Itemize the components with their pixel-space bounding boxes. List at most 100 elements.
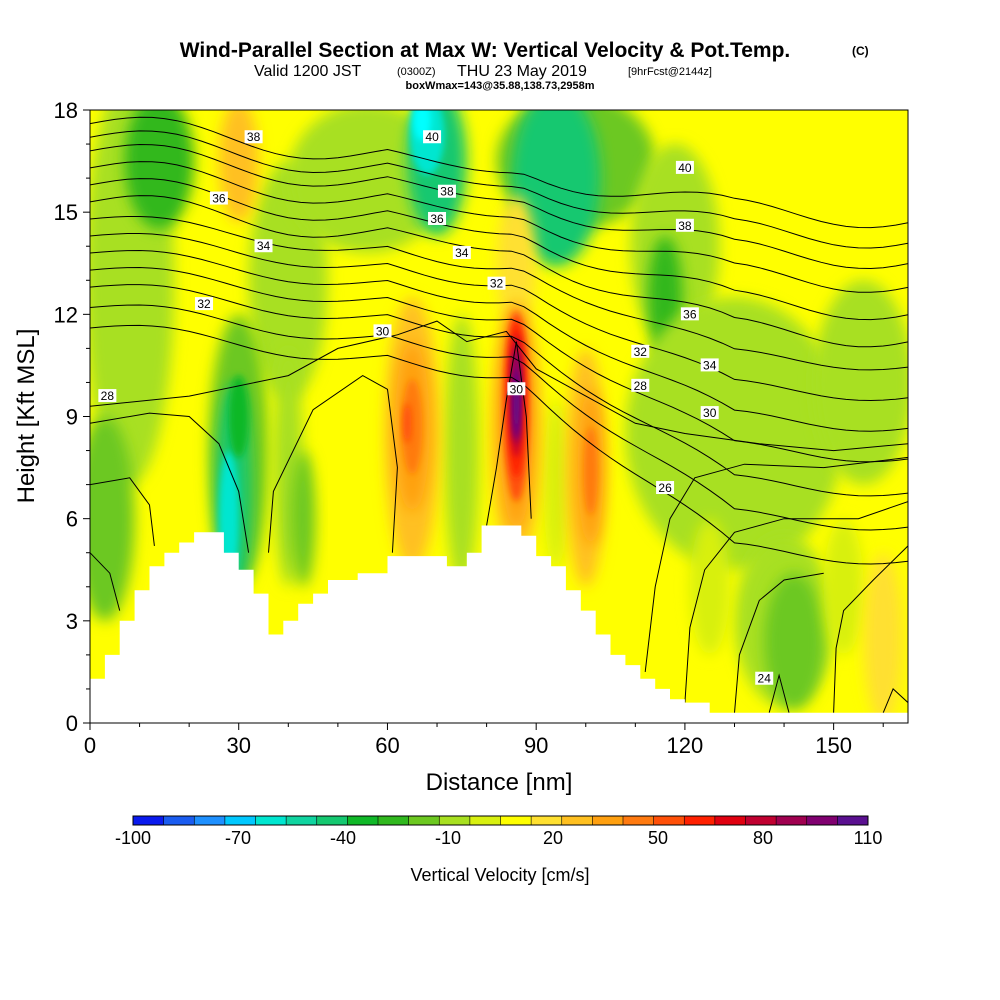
- valid-date: THU 23 May 2019: [457, 63, 587, 80]
- velocity-region: [90, 416, 135, 621]
- contour-label-text: 24: [758, 672, 772, 686]
- colorbar-swatch: [408, 816, 440, 825]
- contour-label-text: 36: [212, 192, 226, 206]
- contour-labels: 38 36 34 32 30 28 40 38 36 34 32 30 40 38 36 34 32 28 30 26…: [98, 130, 774, 686]
- contour-label: 40: [423, 130, 442, 144]
- plot-area: 38 36 34 32 30 28 40 38 36 34 32 30 40 38 36 34 32 28 30 26…: [90, 110, 908, 723]
- colorbar-swatch: [347, 816, 379, 825]
- contour-label: 32: [195, 297, 214, 311]
- colorbar-swatch: [653, 816, 685, 825]
- isentrope: [90, 161, 908, 293]
- isentrope: [486, 341, 532, 526]
- contour-label-text: 26: [658, 481, 672, 495]
- contour-label-text: 38: [678, 219, 692, 233]
- contour-label-text: 34: [257, 239, 271, 253]
- colorbar-title: Vertical Velocity [cm/s]: [410, 865, 589, 885]
- velocity-region: [124, 110, 195, 230]
- x-axis-title: Distance [nm]: [426, 769, 573, 796]
- colorbar-tick-label: -100: [115, 828, 151, 848]
- y-tick-label: 15: [54, 200, 78, 225]
- isentrope: [734, 572, 824, 713]
- colorbar-tick-label: -70: [225, 828, 251, 848]
- velocity-region: [444, 314, 480, 587]
- colorbar-tick-label: 20: [543, 828, 563, 848]
- contour-label: 28: [98, 389, 117, 403]
- x-tick-label: 0: [84, 733, 96, 758]
- colorbar-swatch: [439, 816, 471, 825]
- x-tick-label: 30: [226, 733, 250, 758]
- colorbar-swatch: [714, 816, 746, 825]
- isentrope: [90, 320, 908, 452]
- contour-label-text: 30: [703, 406, 717, 420]
- velocity-region: [403, 402, 412, 444]
- y-axis-title: Height [Kft MSL]: [13, 329, 40, 504]
- contour-label: 30: [507, 382, 526, 396]
- contour-label-text: 34: [703, 358, 717, 372]
- copyright-mark: (C): [852, 44, 869, 58]
- colorbar-swatch: [592, 816, 624, 825]
- colorbar-swatch: [469, 816, 501, 825]
- x-tick-label: 60: [375, 733, 399, 758]
- contour-label: 36: [428, 211, 447, 226]
- contour-label: 24: [755, 671, 774, 686]
- contour-label: 36: [680, 307, 699, 321]
- contour-label: 30: [700, 406, 719, 420]
- contour-label-text: 40: [425, 130, 439, 144]
- valid-prefix: Valid 1200 JST: [254, 63, 362, 80]
- contour-label: 34: [254, 239, 273, 253]
- velocity-region: [823, 518, 864, 655]
- colorbar-tick-label: 50: [648, 828, 668, 848]
- isentrope: [90, 412, 250, 553]
- potential-temperature-contours: [90, 116, 908, 713]
- isentrope: [768, 673, 790, 713]
- colorbar-swatch: [531, 816, 563, 825]
- isentrope: [90, 195, 908, 348]
- y-tick-label: 12: [54, 302, 78, 327]
- colorbar-swatch: [163, 816, 195, 825]
- colorbar-swatch: [837, 816, 869, 825]
- valid-zulu: (0300Z): [397, 66, 436, 78]
- colorbar-tick-label: -40: [330, 828, 356, 848]
- velocity-region: [290, 450, 316, 587]
- colorbar-swatch: [316, 816, 348, 825]
- velocity-region: [764, 573, 824, 710]
- colorbar-swatch: [500, 816, 532, 825]
- isentrope: [833, 545, 908, 713]
- colorbar: -100 -70 -40 -10 20 50 80 110: [115, 815, 883, 848]
- contour-label: 28: [631, 378, 650, 393]
- contour-label: 38: [675, 218, 694, 233]
- contour-label-text: 38: [440, 185, 454, 199]
- isentrope: [90, 552, 121, 611]
- velocity-region: [496, 195, 537, 332]
- colorbar-tick-label: 110: [854, 828, 883, 848]
- terrain-mask: [90, 525, 908, 723]
- colorbar-swatch: [194, 816, 226, 825]
- y-tick-label: 3: [66, 609, 78, 634]
- isentrope: [90, 249, 908, 432]
- isentrope: [90, 143, 908, 270]
- isentrope: [90, 216, 908, 371]
- isentrope: [90, 116, 908, 229]
- colorbar-swatch: [684, 816, 716, 825]
- velocity-region: [583, 426, 598, 516]
- isentrope: [882, 688, 908, 713]
- velocity-region: [288, 110, 447, 254]
- colorbar-swatch: [224, 816, 256, 825]
- chart-title: Wind-Parallel Section at Max W: Vertical…: [180, 39, 791, 62]
- contour-label: 26: [656, 481, 675, 495]
- valid-time-line: Valid 1200 JST (0300Z) THU 23 May 2019 […: [254, 63, 712, 80]
- colorbar-swatch: [776, 816, 808, 825]
- contour-label-text: 32: [490, 277, 504, 291]
- contour-label-text: 32: [197, 297, 211, 311]
- velocity-region: [689, 518, 730, 655]
- isentrope: [90, 477, 155, 546]
- y-tick-label: 18: [54, 98, 78, 123]
- isentrope: [90, 266, 908, 463]
- contour-label-text: 30: [376, 324, 390, 338]
- colorbar-swatch: [745, 816, 777, 825]
- contour-label: 30: [373, 324, 392, 338]
- isentrope: [90, 304, 908, 531]
- contour-label-text: 36: [683, 307, 697, 321]
- colorbar-swatch: [378, 816, 410, 825]
- colorbar-swatch: [806, 816, 838, 825]
